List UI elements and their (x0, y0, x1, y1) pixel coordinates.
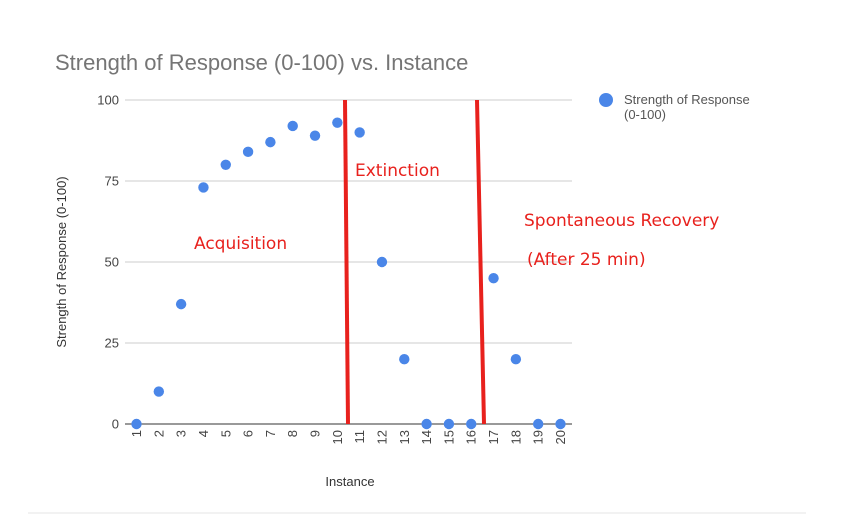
x-tick-label: 3 (174, 430, 189, 437)
legend-label-line2: (0-100) (624, 107, 666, 122)
x-tick-label: 4 (196, 430, 211, 437)
x-tick-label: 11 (352, 430, 367, 444)
y-tick-label: 25 (105, 336, 119, 351)
data-point (242, 146, 254, 158)
x-tick-label: 19 (531, 430, 546, 444)
x-tick-label: 6 (241, 430, 256, 437)
legend-marker (599, 93, 613, 107)
data-point (287, 120, 298, 132)
data-point (510, 354, 522, 365)
x-tick-label: 20 (553, 430, 568, 444)
data-point (354, 127, 365, 138)
data-point (220, 159, 231, 170)
data-point (555, 418, 566, 430)
phase-dividers (343, 99, 486, 425)
x-tick-label: 1 (129, 430, 144, 437)
phase-divider-line (343, 99, 350, 425)
x-tick-labels: 1 2 3 4 5 6 7 8 9 10 11 12 13 14 15 16 17 18 19 20 (129, 430, 568, 444)
y-tick-label: 75 (105, 174, 119, 189)
data-point (466, 418, 477, 430)
x-tick-label: 18 (508, 430, 523, 444)
data-point (376, 256, 388, 268)
data-point (175, 298, 187, 310)
x-tick-label: 8 (285, 430, 300, 437)
data-point (488, 273, 499, 284)
phase-divider-line (475, 99, 486, 425)
data-point (131, 418, 142, 430)
annotation-extinction: Extinction (355, 161, 440, 181)
x-tick-label: 15 (441, 430, 456, 444)
x-tick-label: 14 (419, 430, 434, 444)
x-tick-label: 10 (330, 430, 345, 444)
annotation-acquisition: Acquisition (194, 234, 287, 254)
x-axis-label: Instance (325, 474, 374, 489)
y-axis-label: Strength of Response (0-100) (54, 176, 69, 347)
legend-label-line1: Strength of Response (624, 92, 750, 107)
x-tick-label: 9 (308, 430, 323, 437)
data-point (399, 354, 410, 365)
chart-title: Strength of Response (0-100) vs. Instanc… (55, 50, 468, 75)
x-tick-label: 2 (151, 430, 166, 437)
data-point (309, 130, 321, 141)
x-tick-label: 16 (464, 430, 479, 444)
y-tick-label: 0 (112, 417, 119, 432)
data-point (265, 136, 276, 148)
x-tick-label: 17 (486, 430, 501, 444)
y-tick-labels: 0 25 50 75 100 (97, 93, 119, 432)
legend: Strength of Response (0-100) (599, 92, 750, 122)
x-tick-label: 7 (263, 430, 278, 437)
data-point (532, 418, 544, 430)
data-point (198, 182, 209, 193)
annotation-recovery-line2: (After 25 min) (527, 250, 646, 270)
data-point (421, 418, 432, 430)
data-point (332, 117, 343, 128)
x-tick-label: 13 (397, 430, 412, 444)
y-tick-label: 50 (105, 255, 119, 270)
y-tick-label: 100 (97, 93, 119, 108)
data-point (443, 418, 455, 430)
x-tick-label: 5 (218, 430, 233, 437)
annotation-recovery-line1: Spontaneous Recovery (524, 211, 719, 231)
data-points (131, 117, 566, 430)
x-tick-label: 12 (374, 430, 389, 444)
data-point (153, 386, 165, 397)
